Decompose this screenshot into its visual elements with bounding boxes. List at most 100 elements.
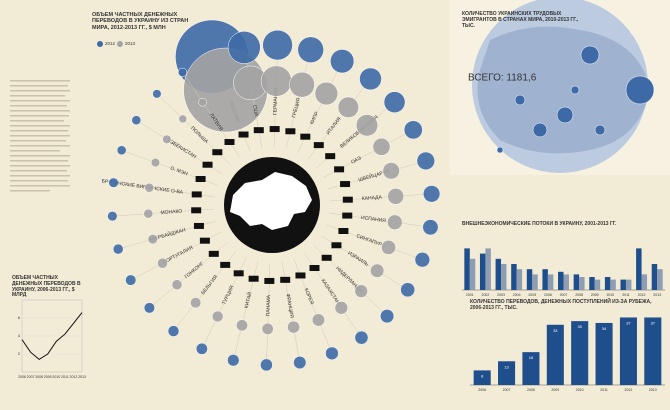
value-label: 13 xyxy=(504,364,509,369)
bar xyxy=(511,264,517,290)
legend-swatch xyxy=(117,41,123,47)
bubble xyxy=(400,282,416,298)
country-label: ГОНКОНГ xyxy=(184,261,206,281)
bubble xyxy=(261,322,274,335)
bar xyxy=(651,264,658,290)
bubble xyxy=(107,211,118,222)
country-label: КИТАЙ xyxy=(242,291,254,309)
bubble xyxy=(125,274,137,286)
y-tick-label: 2 xyxy=(18,351,21,356)
x-tick-label: 2013 xyxy=(78,375,86,379)
y-tick-label: 6 xyxy=(18,315,21,320)
bubble xyxy=(116,145,127,156)
marker-square xyxy=(202,161,213,168)
bar xyxy=(532,274,538,290)
bar xyxy=(464,248,470,290)
bubble xyxy=(330,49,355,74)
marker-square xyxy=(193,222,204,229)
bubble xyxy=(260,358,273,372)
country-label: О. МЭН xyxy=(169,166,188,178)
value-label: 37 xyxy=(651,321,656,326)
bar xyxy=(589,277,595,290)
bar xyxy=(625,279,632,290)
x-tick-label: 2006 xyxy=(478,388,486,392)
bar xyxy=(485,248,491,290)
marker-square xyxy=(338,227,349,234)
country-label: ПАНАМА xyxy=(265,294,272,316)
bar xyxy=(657,269,663,290)
marker-square xyxy=(300,133,311,140)
bubble xyxy=(416,151,435,171)
bubble xyxy=(131,115,142,126)
marker-square xyxy=(224,138,235,145)
bubble xyxy=(311,313,325,327)
marker-square xyxy=(295,272,306,279)
marker-square xyxy=(208,250,219,257)
x-tick-label: 2003 xyxy=(497,293,505,297)
bar xyxy=(498,361,516,385)
bar xyxy=(571,321,589,385)
x-tick-label: 2010 xyxy=(576,388,584,392)
value-label: 35 xyxy=(577,324,582,329)
bubble xyxy=(370,263,385,278)
bubble xyxy=(414,252,431,268)
bar xyxy=(620,279,626,290)
x-tick-label: 2011 xyxy=(600,388,608,392)
value-label: 37 xyxy=(626,321,631,326)
map: ВСЕГО: 1181,6 xyxy=(468,0,655,173)
bubble xyxy=(190,297,202,309)
x-tick-label: 2002 xyxy=(482,293,490,297)
country-label: КОРЕЯ xyxy=(303,287,315,305)
bubble xyxy=(198,97,207,107)
marker-square xyxy=(269,126,280,133)
bar xyxy=(542,269,548,290)
x-tick-label: 2007 xyxy=(27,375,35,379)
country-label: США xyxy=(251,105,259,118)
country-label: ГЕРМАНИЯ xyxy=(272,87,279,115)
marker-square xyxy=(212,149,223,156)
bubble xyxy=(382,162,400,180)
bar xyxy=(636,248,642,290)
value-label: 33 xyxy=(553,328,558,333)
bubble xyxy=(423,185,441,203)
map-bubble xyxy=(580,45,600,65)
x-tick-label: 2013 xyxy=(649,388,657,392)
marker-square xyxy=(253,127,264,134)
country-label: ТУРЦИЯ xyxy=(221,284,236,305)
bubble xyxy=(147,234,158,245)
bar xyxy=(479,253,486,290)
bubble xyxy=(262,29,293,61)
marker-square xyxy=(264,277,275,284)
x-tick-label: 2009 xyxy=(44,375,52,379)
x-tick-label: 2006 xyxy=(544,293,552,297)
line xyxy=(21,312,83,361)
bubble xyxy=(108,177,119,188)
marker-square xyxy=(199,237,210,244)
country-label: ГРЕЦИЯ xyxy=(291,97,302,119)
bubble xyxy=(334,301,349,315)
country-label: КАЗАХСТАН xyxy=(320,278,341,306)
chart-title: ВНЕШНЕЭКОНОМИЧЕСКИЕ ПОТОКИ В УКРАИНУ, 20… xyxy=(462,221,617,227)
marker-square xyxy=(195,176,206,183)
bubble xyxy=(152,89,162,99)
bubble xyxy=(337,96,359,118)
map-bubble xyxy=(570,85,580,95)
bubble xyxy=(383,91,406,113)
country-label: ИЗРАИЛЬ xyxy=(347,250,370,268)
chart-title: ОБЪЕМ ЧАСТНЫХ ДЕНЕЖНЫХ ПЕРЕВОДОВ В УКРАИ… xyxy=(92,12,189,31)
marker-square xyxy=(280,276,291,283)
value-label: 34 xyxy=(602,326,607,331)
country-label: КИПР xyxy=(309,110,321,125)
value-label: 18 xyxy=(529,355,534,360)
x-tick-label: 2012 xyxy=(638,293,646,297)
bubble xyxy=(171,279,183,291)
bubble xyxy=(162,134,172,144)
bubble xyxy=(359,67,382,91)
country-label: УЗБЕКИСТАН xyxy=(166,138,197,161)
bar xyxy=(604,277,611,290)
x-tick-label: 2010 xyxy=(52,375,60,379)
bubble xyxy=(178,114,188,124)
marker-square xyxy=(248,275,259,282)
marker-square xyxy=(334,166,345,173)
